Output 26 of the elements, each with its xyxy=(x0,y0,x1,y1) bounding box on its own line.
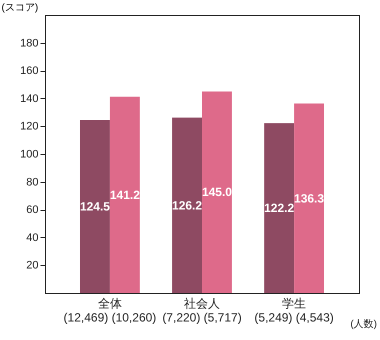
y-tick-label: 40 xyxy=(26,232,38,244)
x-tick-label: 全体 (12,469) (10,260) xyxy=(64,296,156,324)
y-tick-label: 80 xyxy=(26,176,38,188)
y-tick-label: 120 xyxy=(20,120,38,133)
y-axis-title: (スコア) xyxy=(2,2,38,14)
text: 136.3 xyxy=(294,191,324,206)
bar xyxy=(110,96,140,293)
bar xyxy=(294,104,324,293)
y-tick-label: 100 xyxy=(20,148,38,160)
text: 145.0 xyxy=(202,185,232,200)
text: 122.2 xyxy=(264,201,294,216)
text: (人数) xyxy=(350,319,377,330)
y-tick-label: 180 xyxy=(20,37,38,50)
y-tick-label: 60 xyxy=(26,204,38,216)
bar xyxy=(80,120,110,293)
text: 126.2 xyxy=(172,198,202,212)
y-tick-label: 160 xyxy=(20,65,38,78)
bar xyxy=(172,118,202,293)
bar xyxy=(264,123,294,293)
y-tick-label: 20 xyxy=(26,260,38,272)
y-tick-label: 140 xyxy=(20,92,38,105)
bar xyxy=(202,91,232,293)
x-tick-label: 社会人 (7,220) (5,717) xyxy=(162,296,242,324)
text: 141.2 xyxy=(110,188,140,202)
x-tick-label: 学生 (5,249) (4,543) xyxy=(254,296,334,324)
text: 124.5 xyxy=(80,199,110,214)
